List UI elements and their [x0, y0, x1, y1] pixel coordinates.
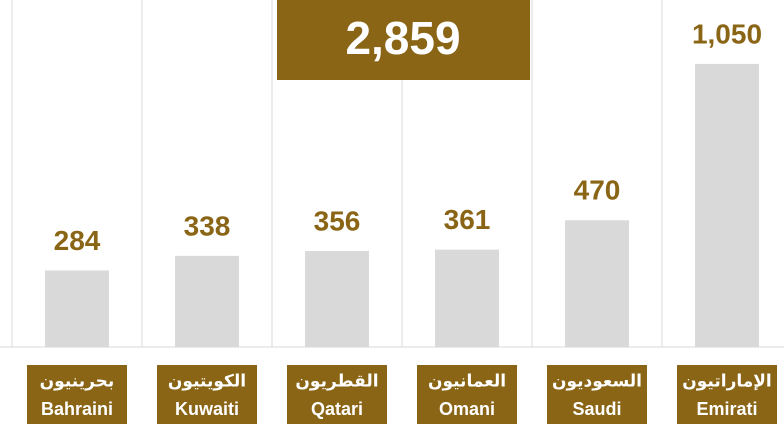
- category-box: [417, 365, 517, 424]
- bar: [305, 251, 369, 347]
- category-box: [157, 365, 257, 424]
- bar: [175, 255, 239, 347]
- bar: [695, 63, 759, 348]
- x-tick-label: Bahraini: [41, 399, 113, 419]
- x-tick-label-ar: بحرينيون: [40, 371, 115, 391]
- category-box: [677, 365, 777, 424]
- total-label: 2,859: [345, 12, 460, 64]
- value-label: 470: [574, 175, 621, 206]
- bar: [435, 249, 499, 347]
- category-box: [287, 365, 387, 424]
- x-tick-label-ar: القطريون: [295, 371, 378, 391]
- category-box: [547, 365, 647, 424]
- x-tick-label-ar: السعوديون: [552, 371, 642, 391]
- category-box: [27, 365, 127, 424]
- x-tick-label: Qatari: [311, 399, 363, 419]
- value-label: 356: [314, 205, 361, 236]
- value-label: 361: [444, 204, 491, 235]
- x-tick-label: Emirati: [696, 399, 757, 419]
- x-tick-label-ar: الإماراتيون: [682, 371, 772, 391]
- value-label: 1,050: [692, 18, 762, 49]
- x-tick-label-ar: العمانيون: [428, 371, 506, 391]
- total-box: [277, 0, 530, 80]
- value-label: 338: [184, 210, 231, 241]
- x-tick-label: Kuwaiti: [175, 399, 239, 419]
- x-tick-label: Omani: [439, 399, 495, 419]
- bar: [565, 220, 629, 347]
- x-tick-label-ar: الكويتيون: [168, 371, 246, 391]
- x-tick-label: Saudi: [572, 399, 621, 419]
- value-label: 284: [54, 225, 101, 256]
- bar: [45, 270, 109, 347]
